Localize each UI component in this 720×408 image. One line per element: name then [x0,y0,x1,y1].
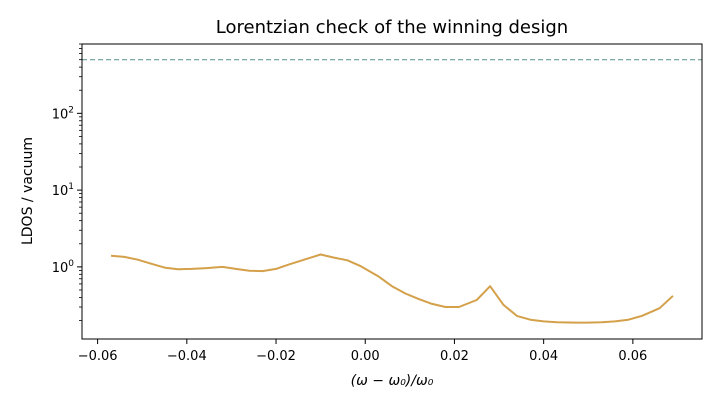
x-tick-label: −0.06 [78,349,118,364]
plot-area [82,59,702,324]
y-tick-label: 102 [52,105,74,122]
x-axis-label: (ω − ω₀)/ω₀ [351,373,434,389]
x-tick-label: 0.04 [529,349,558,364]
y-tick-label: 100 [52,259,75,276]
x-tick-label: −0.04 [167,349,207,364]
x-axis-ticks: −0.06 −0.04 −0.02 0.00 0.02 0.04 0.06 [78,339,647,364]
x-tick-label: 0.02 [440,349,469,364]
x-tick-label: 0.06 [618,349,647,364]
series-line-0 [110,253,674,324]
y-axis-label: LDOS / vacuum [20,137,36,245]
x-tick-label: −0.02 [256,349,296,364]
chart-title: Lorentzian check of the winning design [216,17,568,38]
y-axis-ticks: 100 101 102 [52,43,82,321]
axes-frame [81,43,703,340]
x-tick-label: 0.00 [351,349,380,364]
y-tick-label: 101 [52,182,74,199]
